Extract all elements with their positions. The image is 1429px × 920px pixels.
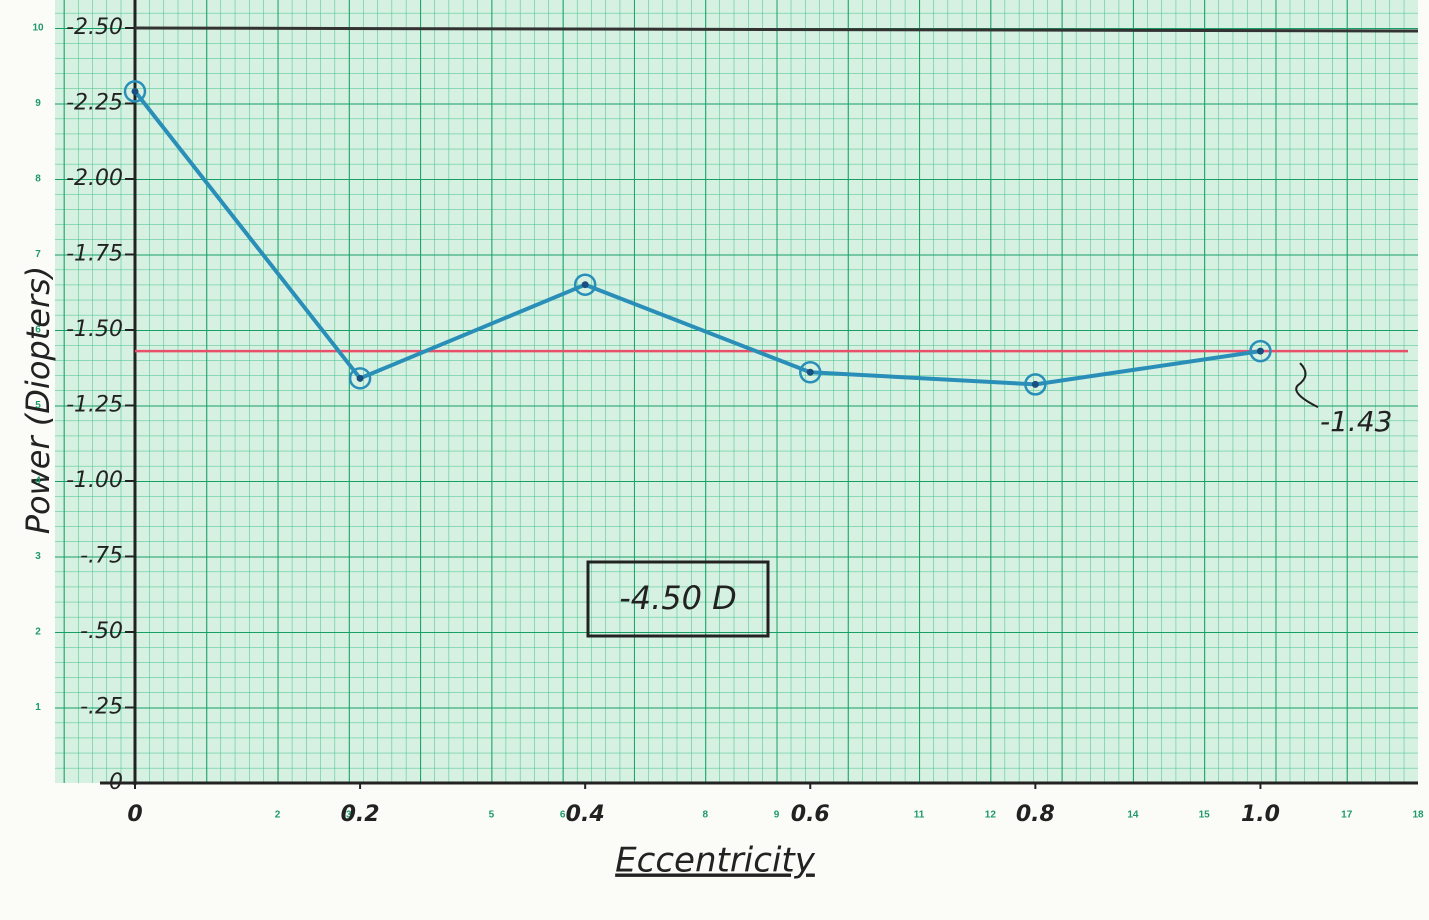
paper-number: 10 — [32, 23, 44, 34]
y-tick-label: -1.00 — [66, 468, 123, 493]
paper-number: 15 — [1199, 810, 1211, 821]
paper-number: 11 — [914, 810, 925, 821]
y-tick-label: -.25 — [80, 695, 123, 720]
data-point-dot — [807, 369, 814, 376]
paper-number: 2 — [275, 810, 281, 821]
x-tick-label: 0.2 — [341, 802, 380, 827]
paper-number: 2 — [35, 627, 41, 638]
y-tick-label: -1.50 — [66, 317, 123, 342]
paper-number: 18 — [1412, 810, 1424, 821]
chart: Eccentricity Power (Diopters) -4.50 D 23… — [0, 0, 1429, 920]
paper-number: 5 — [489, 810, 495, 821]
annotation: -4.50 D — [619, 579, 737, 617]
y-tick-label: -1.75 — [66, 242, 123, 267]
x-tick-label: 0.6 — [791, 802, 830, 827]
paper-number: 12 — [985, 810, 997, 821]
paper-number: 5 — [35, 400, 41, 411]
y-tick-label: -.75 — [80, 544, 123, 569]
y-tick-label: -2.00 — [66, 166, 123, 191]
paper-number: 8 — [702, 810, 708, 821]
paper-number: 9 — [774, 810, 780, 821]
paper-number: 1 — [35, 702, 41, 713]
paper-number: 8 — [35, 174, 41, 185]
x-tick-label: 0.4 — [566, 802, 605, 827]
y-tick-label: -2.25 — [66, 91, 123, 116]
data-point-dot — [582, 281, 589, 288]
x-axis-label: Eccentricity — [615, 841, 816, 881]
paper-number: 14 — [1127, 810, 1139, 821]
paper-number: 4 — [35, 476, 41, 487]
x-tick-label: 0.8 — [1016, 802, 1055, 827]
paper-number: 9 — [35, 98, 41, 109]
y-tick-label: 0 — [109, 770, 123, 795]
x-tick-label: 1.0 — [1241, 802, 1280, 827]
data-point-dot — [357, 375, 364, 382]
y-tick-label: -.50 — [80, 619, 123, 644]
paper-number: 7 — [35, 249, 41, 260]
x-tick-label: 0 — [127, 802, 142, 827]
paper-major-grid — [55, 0, 1418, 783]
paper-number: 6 — [35, 325, 41, 336]
paper-number: 3 — [35, 551, 41, 562]
data-point-dot — [1032, 381, 1039, 388]
paper-number: 17 — [1341, 810, 1353, 821]
y-tick-label: -2.50 — [66, 15, 123, 40]
reference-label: -1.43 — [1320, 405, 1392, 438]
y-tick-label: -1.25 — [66, 393, 123, 418]
data-point-dot — [1257, 348, 1264, 355]
data-point-dot — [132, 88, 139, 95]
